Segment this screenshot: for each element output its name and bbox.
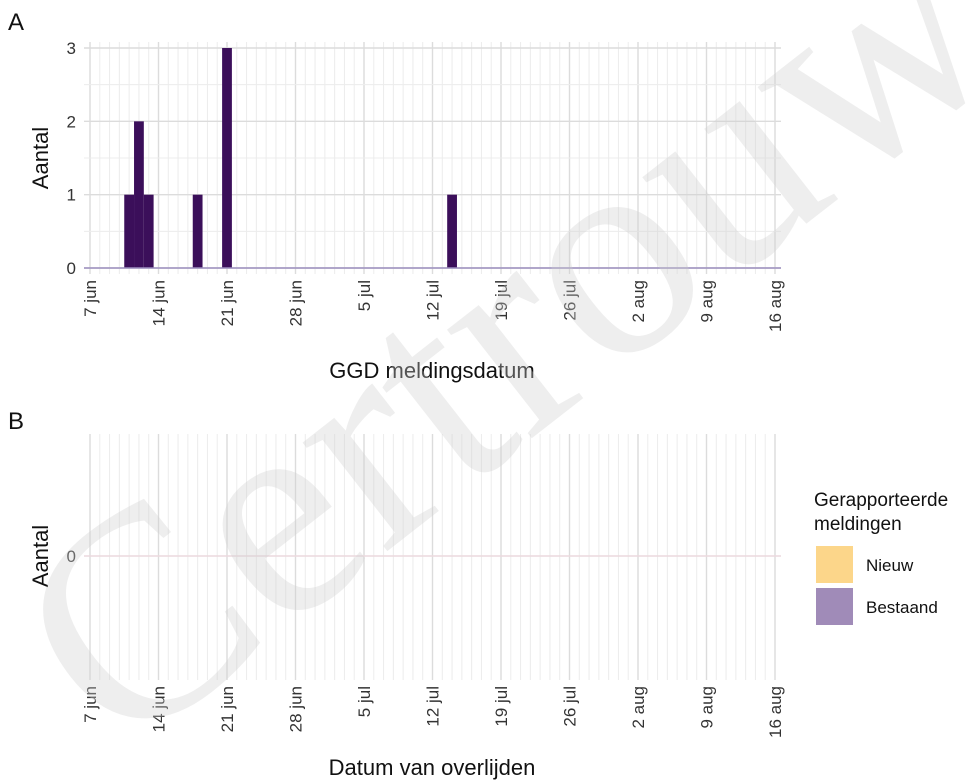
panel-a-bar <box>134 121 144 268</box>
panel-a-tag: A <box>8 9 24 36</box>
panel-b-ylabel: Aantal <box>28 525 53 587</box>
panel-b-xtick-label: 21 jun <box>218 686 237 732</box>
panel-a-ytick-label: 2 <box>67 112 76 131</box>
legend-swatch-nieuw <box>816 546 853 583</box>
panel-a-xtick-label: 16 aug <box>766 280 785 332</box>
legend: Gerapporteerde meldingen Nieuw Bestaand <box>814 490 948 625</box>
legend-label-nieuw: Nieuw <box>866 556 914 575</box>
panel-b-xtick-label: 2 aug <box>629 686 648 729</box>
panel-a-xtick-label: 2 aug <box>629 280 648 323</box>
legend-title-line2: meldingen <box>814 514 902 535</box>
panel-a-bar <box>143 194 154 268</box>
panel-a-ylabel: Aantal <box>28 127 53 189</box>
panel-b-xtick-label: 7 jun <box>81 686 100 723</box>
panel-a-xtick-label: 9 aug <box>698 280 717 323</box>
panel-b-tag: B <box>8 408 24 435</box>
panel-a-xtick-label: 21 jun <box>218 280 237 326</box>
panel-a-xtick-label: 19 jul <box>492 280 511 321</box>
panel-a-xtick-label: 28 jun <box>287 280 306 326</box>
panel-a-xtick-label: 26 jul <box>561 280 580 321</box>
panel-a-xtick-label: 12 jul <box>424 280 443 321</box>
panel-b-xtick-label: 19 jul <box>492 686 511 727</box>
panel-a-bar <box>192 194 203 268</box>
panel-b-xtick-label: 9 aug <box>698 686 717 729</box>
panel-a-xtick-label: 5 jul <box>355 280 374 311</box>
panel-b-xtick-label: 16 aug <box>766 686 785 738</box>
panel-b-xtick-label: 14 jun <box>150 686 169 732</box>
panel-a-xtick-label: 14 jun <box>150 280 169 326</box>
panel-a-xlabel: GGD meldingsdatum <box>329 358 534 383</box>
panel-a-bar <box>222 48 232 268</box>
panel-b-xtick-label: 5 jul <box>355 686 374 717</box>
panel-a-bar <box>447 194 457 268</box>
legend-label-bestaand: Bestaand <box>866 598 938 617</box>
panel-a-ytick-label: 1 <box>67 186 76 205</box>
legend-title-line1: Gerapporteerde <box>814 490 948 511</box>
panel-b-ytick-label: 0 <box>67 547 76 566</box>
panel-a-xtick-label: 7 jun <box>81 280 100 317</box>
panel-a-ytick-label: 3 <box>67 39 76 58</box>
panel-b-xtick-label: 26 jul <box>561 686 580 727</box>
panel-b-xtick-label: 28 jun <box>287 686 306 732</box>
panel-a-ytick-label: 0 <box>67 259 76 278</box>
panel-a-chart: 0 1 2 3 7 jun 14 jun 21 jun 28 jun 5 jul 12 jul 19… <box>67 39 785 332</box>
panel-a-bar <box>124 194 135 268</box>
panel-b-chart: 0 7 jun 14 jun 21 jun 28 jun 5 jul 12 jul 19 ju… <box>67 434 785 738</box>
panel-b-xtick-label: 12 jul <box>424 686 443 727</box>
legend-swatch-bestaand <box>816 588 853 625</box>
panel-b-xlabel: Datum van overlijden <box>329 755 536 780</box>
